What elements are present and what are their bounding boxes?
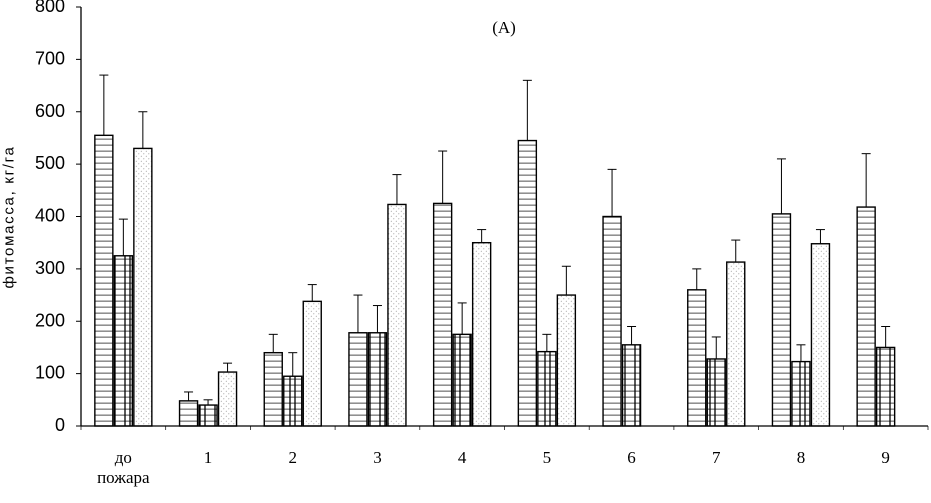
svg-text:800: 800 bbox=[35, 0, 65, 16]
svg-text:200: 200 bbox=[35, 310, 65, 330]
svg-text:500: 500 bbox=[35, 153, 65, 173]
svg-text:0: 0 bbox=[55, 415, 65, 435]
svg-text:100: 100 bbox=[35, 363, 65, 383]
svg-text:400: 400 bbox=[35, 206, 65, 226]
svg-text:600: 600 bbox=[35, 101, 65, 121]
svg-text:300: 300 bbox=[35, 258, 65, 278]
svg-text:700: 700 bbox=[35, 48, 65, 68]
svg-text:(A): (A) bbox=[492, 18, 516, 37]
